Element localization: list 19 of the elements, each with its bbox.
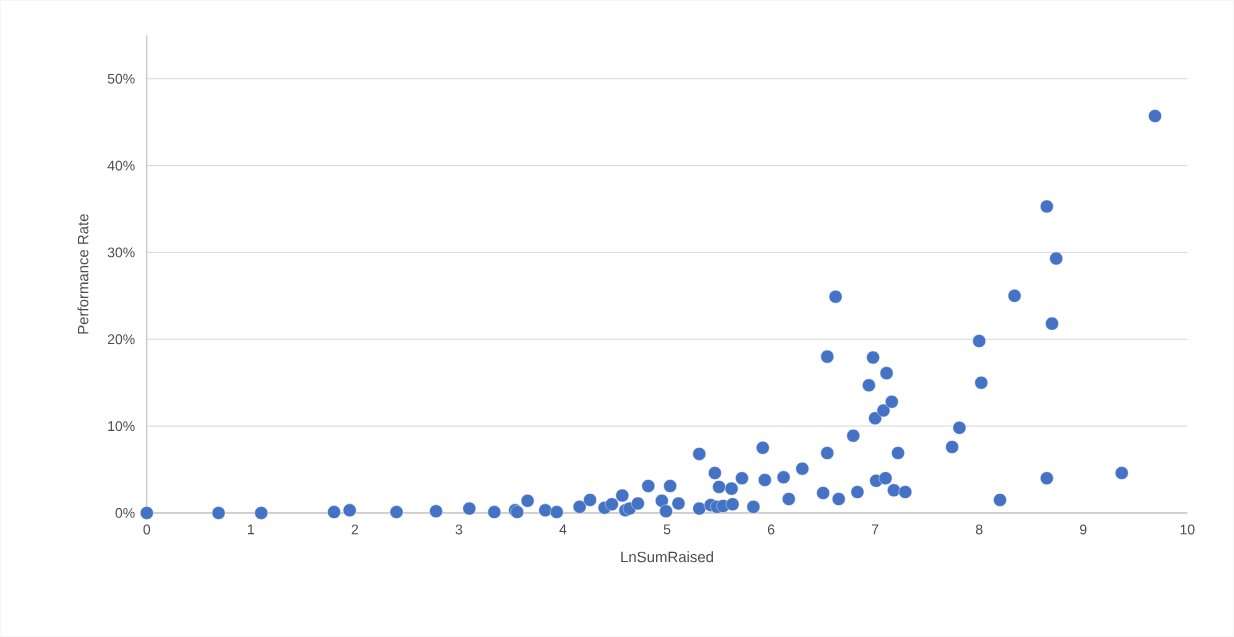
y-tick-label: 0% [115,508,135,519]
x-tick-label: 1 [248,524,255,535]
y-tick-label: 20% [107,334,135,345]
y-tick-label: 50% [107,73,135,84]
x-tick-label: 9 [1080,524,1087,535]
y-tick-label: 40% [107,160,135,171]
x-axis-title: LnSumRaised [621,551,713,563]
x-tick-label: 5 [663,524,671,535]
x-tick-label: 4 [559,524,567,535]
x-tick-label: 2 [351,524,359,535]
x-tick-label: 10 [1180,524,1195,535]
x-tick-label: 7 [871,524,879,535]
y-axis-title: Performance Rate [77,214,89,334]
x-tick-label: 6 [767,524,775,535]
y-tick-label: 30% [107,247,135,258]
x-tick-label: 0 [143,524,151,535]
x-tick-label: 3 [455,524,463,535]
x-tick-label: 8 [975,524,983,535]
y-tick-label: 10% [108,421,135,432]
